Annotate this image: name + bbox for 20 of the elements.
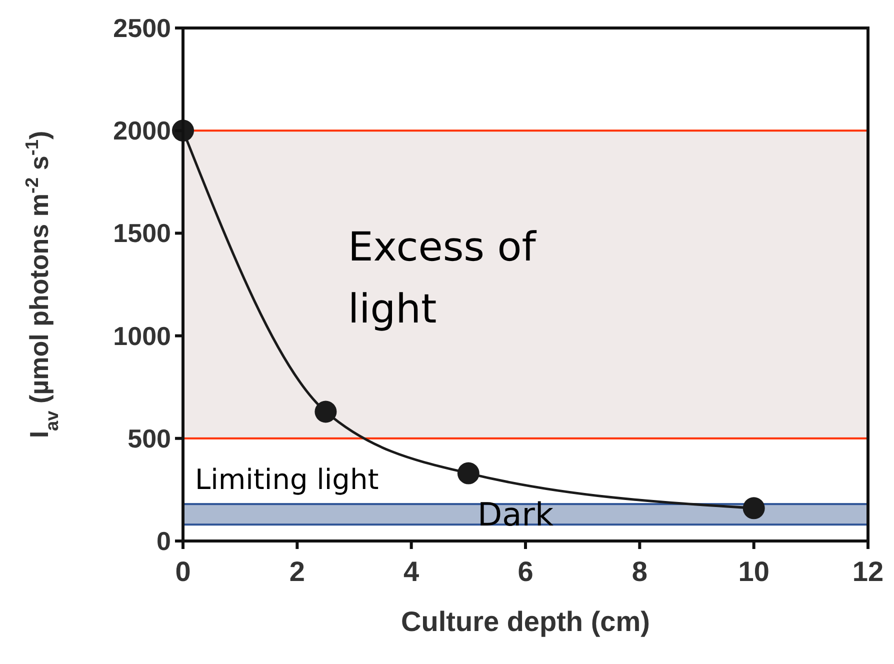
y-tick-label: 500 — [128, 423, 171, 454]
x-tick-label: 2 — [289, 556, 305, 587]
x-tick-label: 0 — [175, 556, 191, 587]
x-tick-label: 12 — [852, 556, 884, 587]
x-tick-label: 4 — [404, 556, 420, 587]
y-tick-label: 0 — [156, 526, 171, 556]
y-tick-label: 1000 — [113, 320, 171, 351]
y-tick-label: 2500 — [113, 13, 171, 43]
y-tick-label: 2000 — [113, 116, 171, 146]
annotation: Limiting light — [195, 463, 379, 496]
band-label: Excess of light — [348, 224, 537, 333]
y-tick-label: 1500 — [113, 218, 171, 248]
x-tick-label: 6 — [518, 556, 534, 587]
x-axis-title: Culture depth (cm) — [401, 606, 650, 637]
x-tick-label: 10 — [738, 556, 770, 587]
x-tick-label: 8 — [632, 556, 648, 587]
point — [314, 400, 337, 423]
band-label: Dark — [478, 495, 554, 534]
point — [457, 462, 480, 484]
point — [742, 497, 765, 520]
